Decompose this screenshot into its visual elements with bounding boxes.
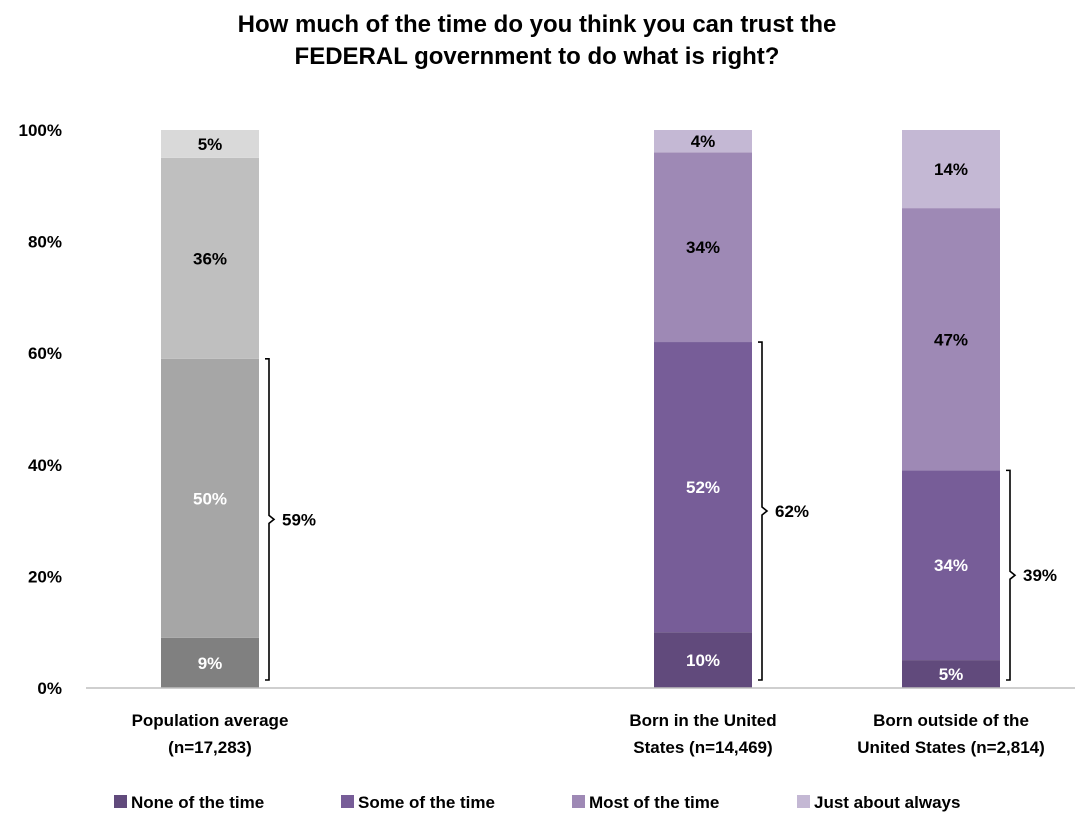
legend: None of the time Some of the time Most of … <box>114 793 960 812</box>
bar-segment <box>161 637 259 688</box>
data-label: 14% <box>934 160 968 179</box>
bar-segment <box>902 208 1000 471</box>
bracket <box>265 357 276 681</box>
legend-label: None of the time <box>131 793 264 812</box>
y-tick-label: 80% <box>28 233 62 252</box>
chart-title-line: How much of the time do you think you ca… <box>238 11 837 38</box>
data-label: 36% <box>193 249 227 268</box>
bar-segment <box>654 632 752 688</box>
chart-title-line: FEDERAL government to do what is right? <box>295 43 780 70</box>
x-axis: Population average (n=17,283) Born in the … <box>86 687 1075 757</box>
data-label: 50% <box>193 489 227 508</box>
y-tick-label: 60% <box>28 344 62 363</box>
bar-segment <box>902 660 1000 688</box>
legend-label: Just about always <box>814 793 960 812</box>
legend-swatch <box>114 795 127 808</box>
bar-segment <box>902 130 1000 209</box>
data-label: 52% <box>686 478 720 497</box>
legend-swatch <box>341 795 354 808</box>
category-label: United States (n=2,814) <box>857 738 1045 757</box>
data-label: 10% <box>686 651 720 670</box>
bar-segment <box>654 130 752 153</box>
bar-segment <box>654 342 752 633</box>
data-label: 47% <box>934 330 968 349</box>
category-label: Born outside of the <box>873 711 1029 730</box>
bracket-label: 39% <box>1023 566 1057 585</box>
bracket-label: 59% <box>282 510 316 529</box>
y-axis: 0% 20% 40% 60% 80% 100% <box>19 121 62 698</box>
legend-swatch <box>572 795 585 808</box>
bracket-label: 62% <box>775 502 809 521</box>
data-label: 9% <box>198 654 223 673</box>
bracket <box>758 341 769 681</box>
y-tick-label: 0% <box>37 679 62 698</box>
bar-segment <box>902 470 1000 661</box>
bar-segment <box>161 130 259 158</box>
y-tick-label: 40% <box>28 456 62 475</box>
data-label: 4% <box>691 132 716 151</box>
data-label: 5% <box>198 135 223 154</box>
legend-label: Some of the time <box>358 793 495 812</box>
bar-segment <box>161 157 259 359</box>
y-tick-label: 20% <box>28 567 62 586</box>
category-label: Population average <box>132 711 289 730</box>
bars: 9% 50% 36% 5% 10% 52% 34% 4% 5% 34% 47% 14% <box>161 130 1000 688</box>
bar-segment <box>161 358 259 638</box>
category-label: States (n=14,469) <box>633 738 772 757</box>
legend-label: Most of the time <box>589 793 719 812</box>
data-label: 34% <box>686 238 720 257</box>
category-label: (n=17,283) <box>168 738 252 757</box>
chart-title: How much of the time do you think you ca… <box>238 11 837 70</box>
data-label: 5% <box>939 665 964 684</box>
bar-segment <box>654 152 752 343</box>
bracket <box>1006 469 1017 681</box>
brackets: 59% 62% 39% <box>265 341 1057 681</box>
data-label: 34% <box>934 556 968 575</box>
legend-swatch <box>797 795 810 808</box>
y-tick-label: 100% <box>19 121 62 140</box>
category-label: Born in the United <box>629 711 776 730</box>
